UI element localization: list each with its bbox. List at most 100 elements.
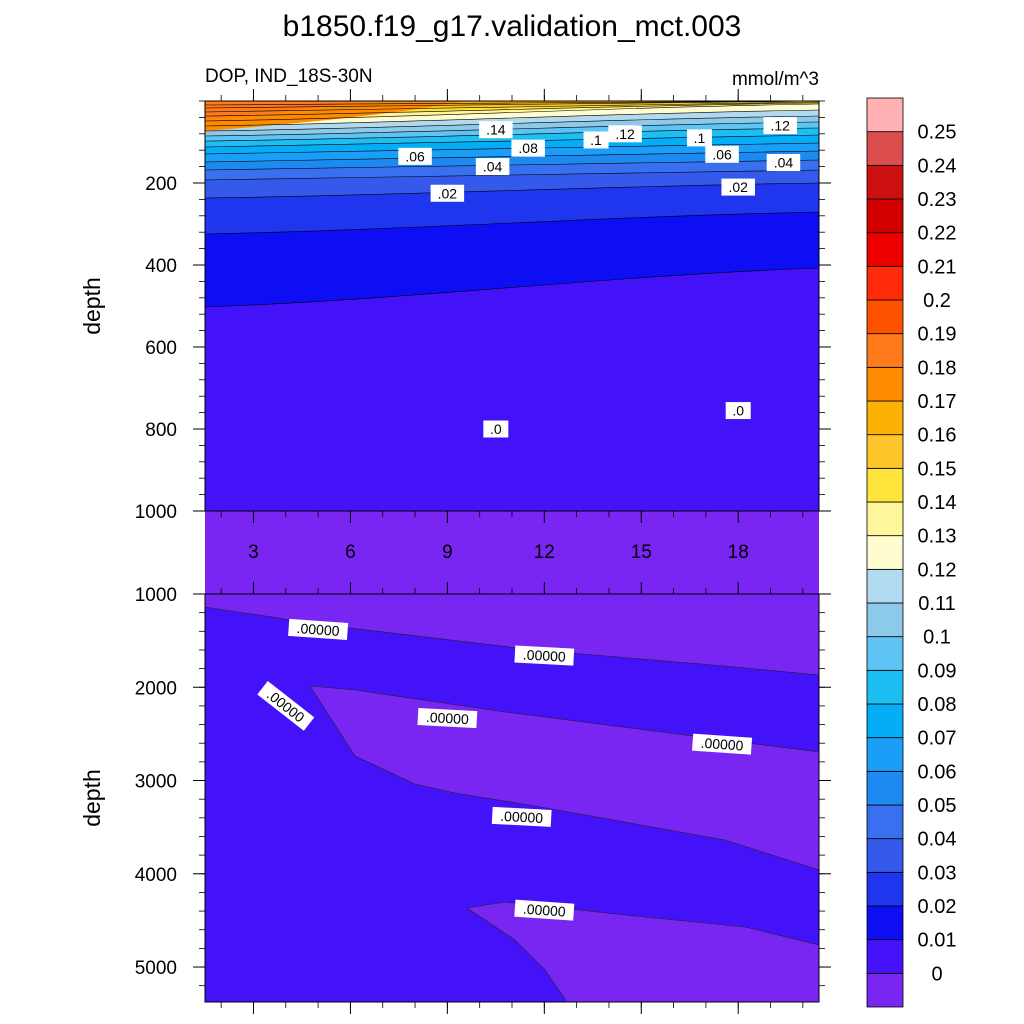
colorbar-label: 0.06 [918, 761, 957, 783]
contour-label-box [766, 154, 801, 171]
colorbar-label: 0.13 [918, 526, 957, 548]
contour-label-box [692, 733, 753, 755]
colorbar-label: 0.22 [918, 223, 957, 245]
contour-label-text: .14 [486, 122, 506, 138]
contour-label-box [705, 145, 739, 163]
contour-label-text: .06 [405, 148, 425, 164]
contour-label-box [483, 420, 509, 438]
contour-label: .1 [583, 131, 609, 149]
contour-line [204, 211, 820, 235]
x-tick-label: 3 [248, 542, 259, 563]
colorbar-swatch [866, 568, 904, 604]
x-tick-label: 6 [345, 542, 356, 563]
contour-label-text: .00000 [700, 735, 744, 754]
y-tick-label: 2000 [135, 678, 177, 699]
colorbar-swatch [866, 905, 904, 941]
contour-label-text: .1 [694, 130, 706, 146]
colorbar-swatch [866, 501, 904, 537]
colorbar-label: 0.03 [918, 862, 957, 884]
contour-label-box [430, 184, 465, 202]
contour-label: .00000 [514, 645, 575, 666]
contour-label: .02 [721, 178, 755, 196]
colorbar-label: 0.1 [923, 627, 951, 649]
colorbar-swatch [866, 770, 904, 806]
colorbar-label: 0.02 [918, 896, 957, 918]
colorbar-swatch [866, 838, 904, 873]
contour-label-text: .02 [728, 179, 748, 195]
y-tick-label: 3000 [135, 772, 177, 793]
contour-label: .12 [608, 125, 642, 143]
contour-line [204, 102, 820, 117]
colorbar-swatch [866, 669, 904, 705]
contour-label-box [608, 125, 642, 143]
contour-label: .00000 [692, 733, 753, 755]
colorbar-label: 0.15 [918, 458, 957, 480]
colorbar-swatch [866, 97, 904, 133]
y-tick-label: 600 [145, 338, 177, 359]
colorbar-swatch [866, 939, 904, 974]
contour-label-box [514, 645, 575, 666]
y-tick-label: 400 [145, 256, 177, 277]
colorbar-label: 0.07 [918, 728, 957, 750]
colorbar-swatch [866, 164, 904, 200]
contour-label: .00000 [491, 806, 552, 827]
y-tick-label: 200 [145, 174, 177, 195]
contour-label: .04 [766, 154, 801, 171]
colorbar-label: 0.23 [918, 189, 957, 211]
colorbar: 0 0.01 0.02 0.03 0.04 0.05 0.06 0.07 0.08 0.09 0.1… [866, 97, 957, 1008]
contour-label-text: .00000 [500, 808, 544, 826]
colorbar-swatch [866, 804, 904, 840]
colorbar-swatch [866, 198, 904, 234]
contour-band [310, 686, 819, 870]
colorbar-swatch [866, 972, 904, 1008]
contour-label: .00000 [417, 707, 478, 729]
colorbar-label: 0.05 [918, 795, 957, 817]
colorbar-label: 0.19 [918, 324, 957, 346]
contour-label-box [511, 139, 545, 157]
colorbar-swatch [866, 602, 904, 638]
x-tick-label: 15 [631, 542, 652, 563]
contour-label: .06 [398, 147, 432, 165]
colorbar-swatch [866, 737, 904, 772]
top-y-axis-label: depth [79, 277, 105, 335]
top-contour-fill [205, 101, 819, 857]
x-tick-label: 9 [442, 542, 453, 563]
colorbar-label: 0 [931, 963, 942, 985]
contour-band [467, 902, 819, 1002]
contour-label-box [725, 402, 751, 420]
top-axes: 200 400 600 800 1000 3 6 9 12 15 18 [135, 89, 831, 563]
contour-label-box [583, 131, 609, 149]
contour-label-box [686, 129, 712, 147]
contour-label: .00000 [288, 618, 349, 640]
contour-label-box [417, 707, 478, 729]
colorbar-label: 0.18 [918, 357, 957, 379]
contour-label: .0 [483, 420, 509, 438]
colorbar-label: 0.14 [918, 492, 957, 514]
colorbar-swatch [866, 333, 904, 368]
colorbar-label: 0.2 [923, 290, 951, 312]
contour-label-box [475, 158, 510, 176]
figure-title: b1850.f19_g17.validation_mct.003 [283, 10, 742, 43]
contour-band [205, 594, 819, 675]
contour-band [205, 101, 365, 119]
contour-label: .06 [705, 145, 739, 163]
contour-label-text: .04 [483, 159, 503, 175]
top-left-label: DOP, IND_18S-30N [205, 66, 373, 87]
contour-label-text: .1 [590, 132, 602, 148]
colorbar-swatch [866, 131, 904, 166]
contour-line [204, 109, 820, 127]
contour-label-box [479, 121, 513, 139]
contour-label-text: .06 [712, 146, 732, 162]
top-panel: .14 .12 .12 .1 .1 .08 .06 .06 .04 .04 .02 .02 .0 .0 2… [79, 66, 831, 858]
colorbar-label: 0.21 [918, 256, 957, 278]
contour-label-text: .12 [770, 118, 790, 134]
colorbar-label: 0.04 [918, 829, 957, 851]
colorbar-swatch [866, 366, 904, 402]
bottom-contour-fill [205, 594, 819, 1002]
contour-label-text: .04 [774, 155, 794, 171]
x-tick-label: 12 [534, 542, 555, 563]
contour-label: .00000 [514, 899, 575, 921]
contour-label-text: .00000 [523, 646, 567, 664]
colorbar-swatch [866, 265, 904, 301]
contour-line [309, 685, 820, 871]
